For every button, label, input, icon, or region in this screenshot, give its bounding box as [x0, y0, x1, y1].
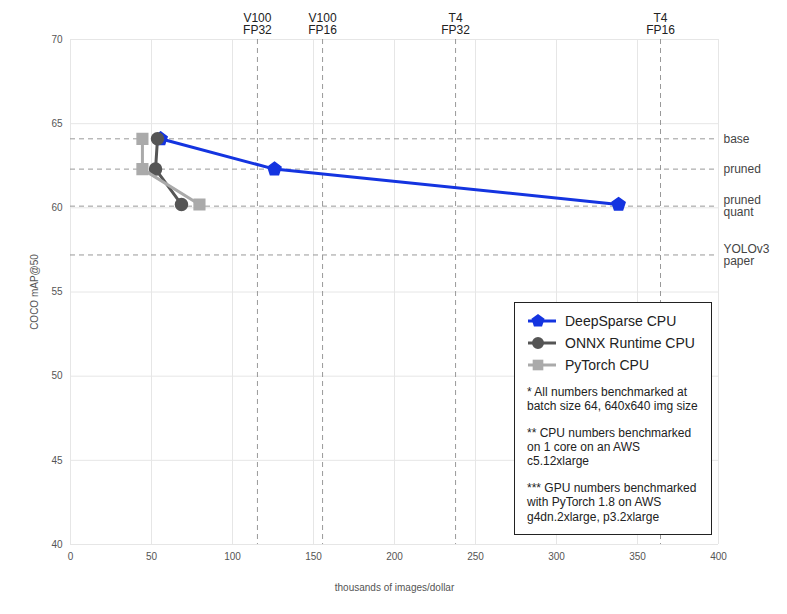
svg-text:65: 65: [51, 118, 63, 129]
svg-text:50: 50: [146, 551, 158, 562]
svg-text:50: 50: [51, 370, 63, 381]
svg-text:250: 250: [467, 551, 484, 562]
svg-text:45: 45: [51, 455, 63, 466]
html-text:PyTorch CPU: PyTorch CPU: [565, 356, 649, 373]
html-text:* All numbers benchmarked at b: * All numbers benchmarked at batch size …: [527, 384, 698, 414]
html-text:*** GPU numbers benchmarked wi: *** GPU numbers benchmarked with PyTorch…: [527, 480, 697, 524]
html-text:** CPU numbers benchmarked on: ** CPU numbers benchmarked on 1 core on …: [527, 425, 692, 469]
svg-text:base: base: [724, 132, 750, 146]
html-text:ONNX Runtime CPU: ONNX Runtime CPU: [565, 334, 695, 351]
svg-text:60: 60: [51, 202, 63, 213]
svg-text:350: 350: [629, 551, 646, 562]
svg-text:V100FP32: V100FP32: [243, 11, 272, 37]
svg-text:COCO mAP@50: COCO mAP@50: [29, 254, 40, 330]
svg-text:150: 150: [305, 551, 322, 562]
svg-text:T4FP32: T4FP32: [441, 11, 470, 37]
svg-text:V100FP16: V100FP16: [308, 11, 337, 37]
svg-text:T4FP16: T4FP16: [646, 11, 675, 37]
svg-text:pruned: pruned: [724, 162, 761, 176]
svg-text:400: 400: [710, 551, 727, 562]
svg-text:YOLOv3paper: YOLOv3paper: [724, 242, 770, 268]
svg-text:40: 40: [51, 539, 63, 550]
svg-text:55: 55: [51, 286, 63, 297]
svg-text:thousands of images/dollar: thousands of images/dollar: [335, 582, 455, 593]
svg-text:300: 300: [548, 551, 565, 562]
html-text:DeepSparse CPU: DeepSparse CPU: [565, 312, 677, 329]
svg-text:prunedquant: prunedquant: [724, 193, 761, 219]
svg-text:100: 100: [224, 551, 241, 562]
svg-text:200: 200: [386, 551, 403, 562]
svg-text:0: 0: [68, 551, 74, 562]
svg-text:70: 70: [51, 34, 63, 45]
